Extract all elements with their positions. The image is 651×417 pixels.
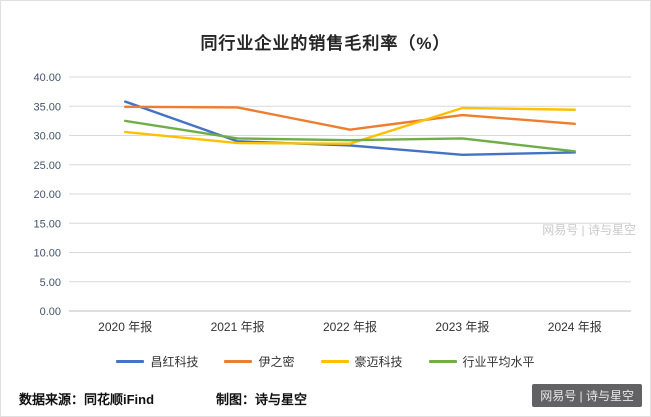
x-tick-label: 2020 年报 <box>98 319 152 334</box>
chart-credit-label: 制图：诗与星空 <box>216 392 308 407</box>
legend-label: 伊之密 <box>258 355 295 369</box>
legend-item: 昌红科技 <box>116 353 198 370</box>
x-tick-label: 2024 年报 <box>548 319 602 334</box>
y-tick-label: 30.00 <box>33 131 61 143</box>
data-source-label: 数据来源：同花顺iFind <box>19 392 155 407</box>
watermark-bottom: 网易号 | 诗与星空 <box>532 384 642 407</box>
legend-item: 豪迈科技 <box>320 353 403 370</box>
x-tick-label: 2021 年报 <box>211 319 265 334</box>
series-line-豪迈科技 <box>123 106 576 145</box>
y-tick-label: 15.00 <box>33 218 61 230</box>
y-tick-label: 40.00 <box>33 72 61 84</box>
legend-line-marker <box>320 360 349 363</box>
legend-line-marker <box>224 360 253 363</box>
legend-label: 豪迈科技 <box>354 355 403 369</box>
footer: 数据来源：同花顺iFind 制图：诗与星空 <box>19 389 307 408</box>
y-tick-label: 5.00 <box>40 277 61 289</box>
legend-line-marker <box>428 360 457 363</box>
y-tick-label: 10.00 <box>33 248 61 260</box>
y-tick-label: 25.00 <box>33 160 61 172</box>
legend-line-marker <box>116 360 145 363</box>
legend: 昌红科技 伊之密 豪迈科技 行业平均水平 <box>1 353 650 370</box>
legend-item: 伊之密 <box>224 353 295 370</box>
legend-item: 行业平均水平 <box>428 353 535 370</box>
y-tick-label: 20.00 <box>33 189 61 201</box>
x-tick-label: 2022 年报 <box>323 319 377 334</box>
y-tick-label: 0.00 <box>40 306 61 318</box>
legend-label: 昌红科技 <box>150 355 199 369</box>
legend-label: 行业平均水平 <box>462 355 535 369</box>
chart-title: 同行业企业的销售毛利率（%） <box>200 34 451 53</box>
x-tick-label: 2023 年报 <box>435 319 489 334</box>
watermark-mid: 网易号 | 诗与星空 <box>542 223 636 237</box>
series-line-昌红科技 <box>123 100 576 157</box>
y-tick-label: 35.00 <box>33 101 61 113</box>
series-line-伊之密 <box>123 105 576 131</box>
series-line-行业平均水平 <box>123 119 576 153</box>
